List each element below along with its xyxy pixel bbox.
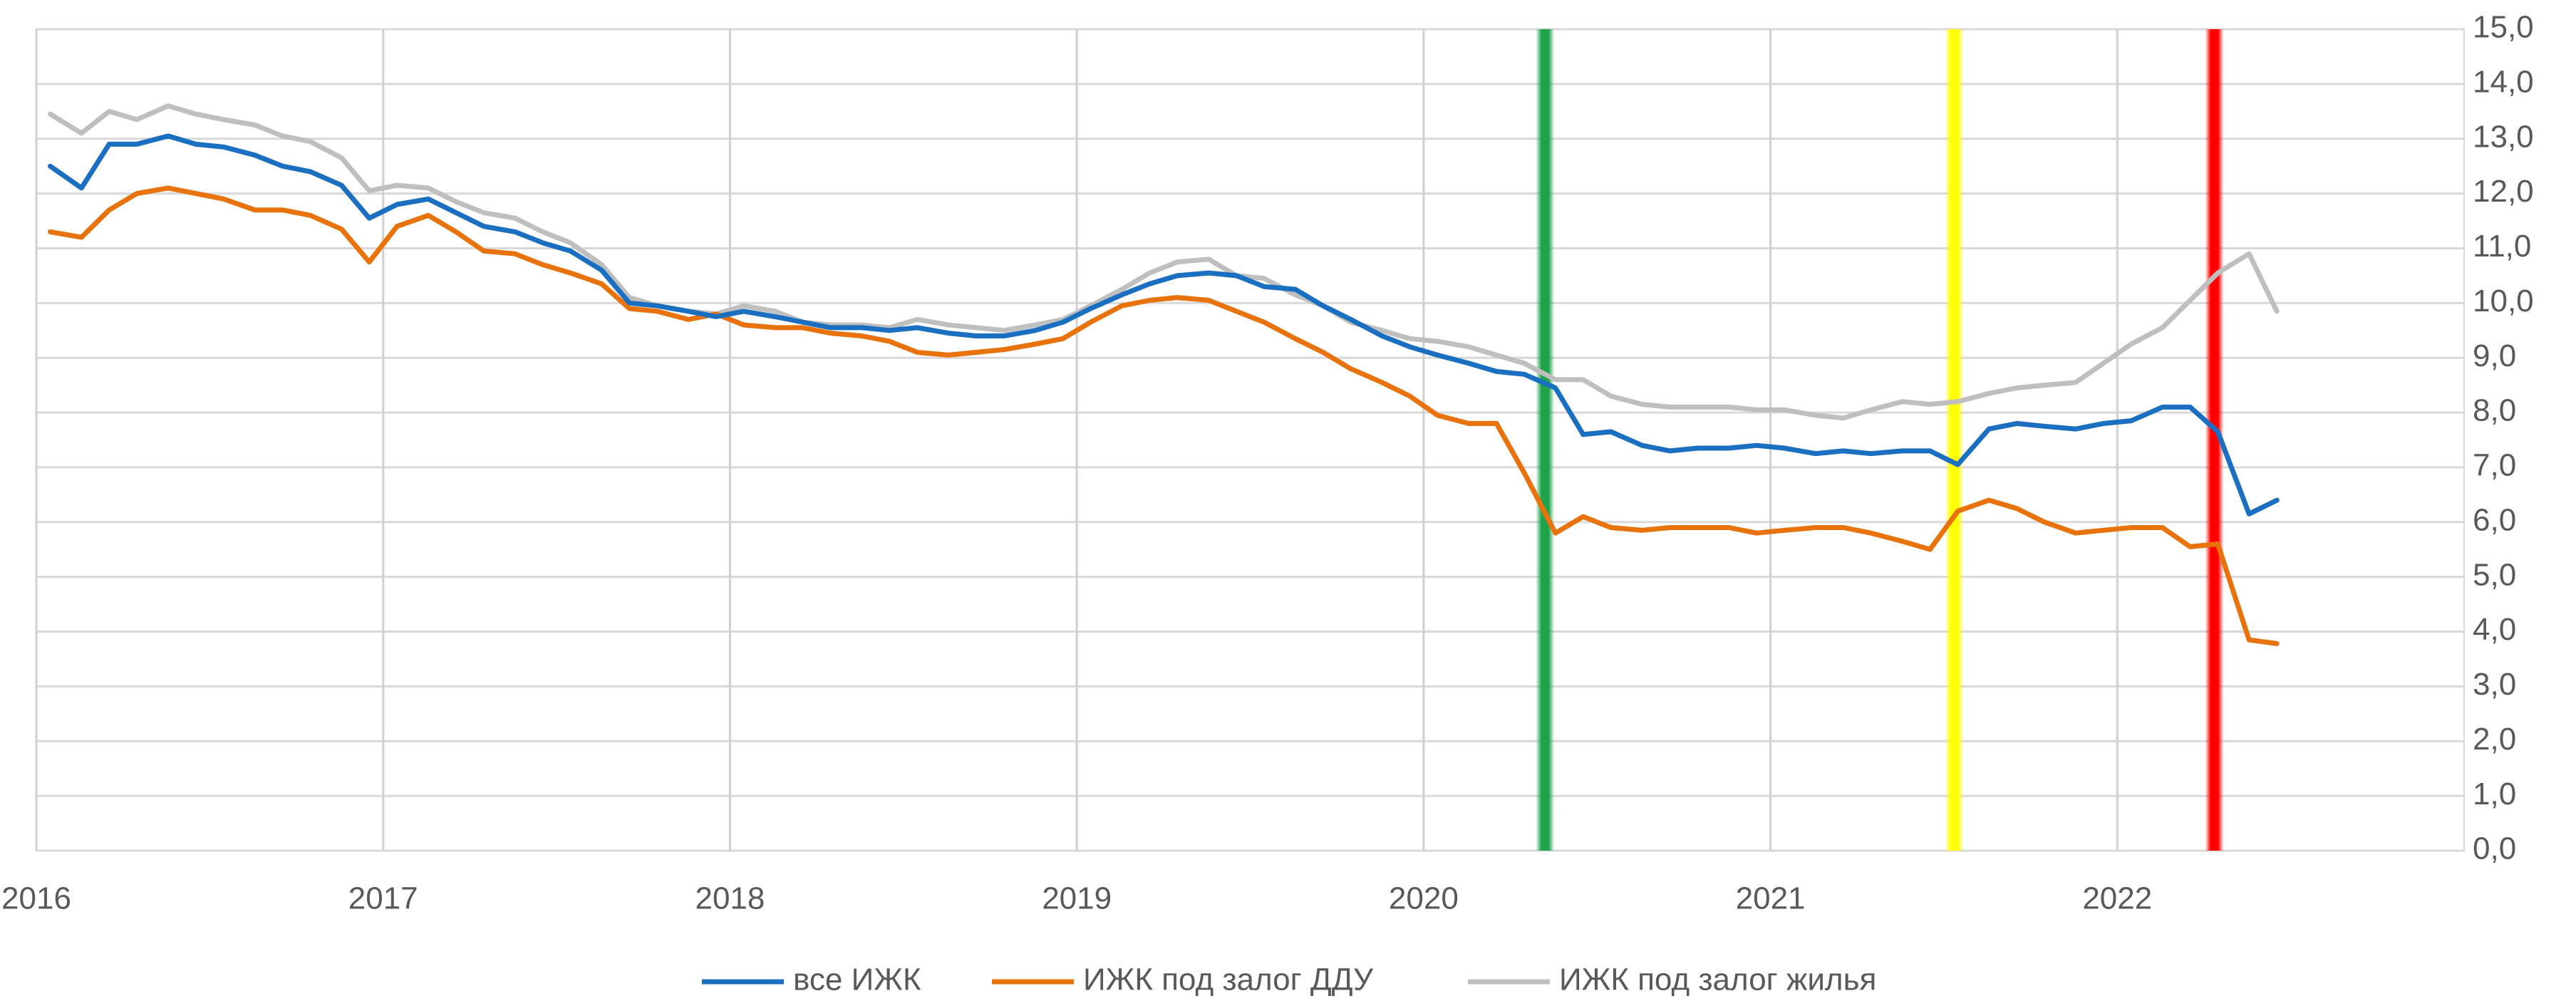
y-tick-label: 11,0	[2473, 229, 2531, 264]
x-tick-label: 2022	[2082, 881, 2152, 916]
y-tick-label: 9,0	[2473, 338, 2516, 373]
y-tick-label: 0,0	[2473, 831, 2516, 866]
x-tick-label: 2016	[1, 881, 71, 916]
x-tick-label: 2020	[1389, 881, 1459, 916]
y-tick-label: 6,0	[2473, 502, 2516, 537]
highlight-band	[1945, 29, 1964, 851]
x-tick-label: 2019	[1042, 881, 1112, 916]
x-tick-label: 2017	[348, 881, 418, 916]
y-tick-label: 5,0	[2473, 557, 2516, 592]
legend-label: ИЖК под залог ДДУ	[1083, 963, 1374, 997]
x-tick-label: 2018	[695, 881, 765, 916]
y-tick-label: 10,0	[2473, 284, 2534, 318]
series-line	[48, 185, 2280, 646]
y-tick-label: 12,0	[2473, 174, 2534, 209]
x-tick-label: 2021	[1736, 881, 1806, 916]
series-line	[48, 103, 2280, 421]
legend-label: все ИЖК	[793, 963, 921, 997]
y-tick-label: 8,0	[2473, 393, 2516, 428]
y-tick-label: 3,0	[2473, 667, 2516, 702]
y-tick-label: 13,0	[2473, 119, 2534, 154]
y-tick-label: 1,0	[2473, 777, 2516, 811]
y-tick-label: 14,0	[2473, 64, 2534, 99]
legend-label: ИЖК под залог жилья	[1559, 963, 1876, 997]
y-tick-label: 7,0	[2473, 448, 2516, 483]
y-tick-label: 15,0	[2473, 10, 2534, 45]
series-line	[48, 133, 2280, 517]
highlight-band	[1536, 29, 1555, 851]
y-tick-label: 2,0	[2473, 722, 2516, 757]
y-tick-label: 4,0	[2473, 612, 2516, 647]
plot-area	[36, 28, 2465, 851]
